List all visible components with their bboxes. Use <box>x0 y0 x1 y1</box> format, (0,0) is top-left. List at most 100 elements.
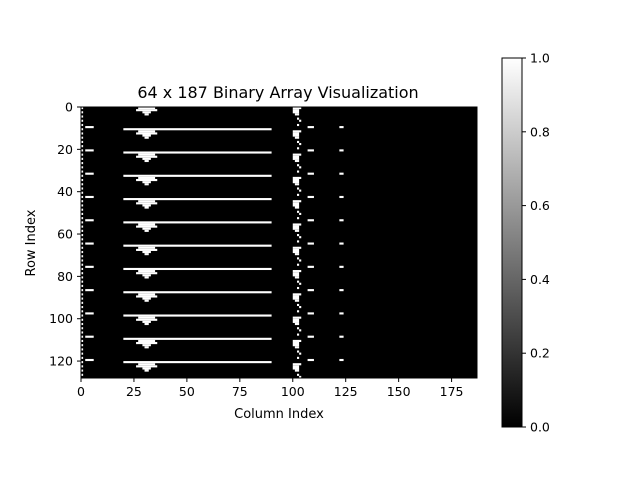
heatmap-cell <box>81 301 84 304</box>
heatmap-cell <box>81 111 84 114</box>
heatmap-cell <box>297 147 300 150</box>
heatmap-cell <box>81 221 84 224</box>
heatmap-cell <box>81 170 84 173</box>
heatmap-line <box>123 291 272 294</box>
heatmap-line <box>123 244 272 247</box>
heatmap-cell <box>144 253 149 256</box>
heatmap-cell <box>81 123 84 127</box>
heatmap-cell <box>85 242 94 245</box>
heatmap-cell <box>81 229 84 232</box>
heatmap-line <box>123 267 272 271</box>
heatmap-cell <box>81 153 84 156</box>
heatmap-cell <box>85 358 94 362</box>
heatmap-cell <box>339 242 344 245</box>
heatmap-cell <box>81 217 84 220</box>
heatmap-line <box>123 337 272 340</box>
heatmap-cell <box>81 140 84 143</box>
heatmap-cell <box>339 358 344 362</box>
heatmap-cell <box>299 329 302 332</box>
heatmap-cell <box>81 178 84 182</box>
heatmap-cell <box>136 342 158 345</box>
heatmap-cell <box>307 219 314 222</box>
heatmap-cell <box>292 248 300 254</box>
heatmap-cell <box>297 117 300 120</box>
heatmap-cell <box>144 299 149 302</box>
heatmap-cell <box>299 119 302 122</box>
heatmap-cell <box>136 109 158 112</box>
heatmap-cell <box>292 365 300 370</box>
heatmap-cell <box>144 276 149 279</box>
colorbar-tick-label: 1.0 <box>530 51 550 66</box>
heatmap-cell <box>85 289 94 292</box>
heatmap-cell <box>81 293 84 296</box>
heatmap-cell <box>138 293 156 296</box>
heatmap-cell <box>81 272 84 275</box>
heatmap-cell <box>339 149 344 152</box>
heatmap-cell <box>339 265 344 268</box>
x-axis: 0 25 50 75 100 125 150 175 <box>77 378 464 399</box>
heatmap-cell <box>81 331 84 334</box>
heatmap-cell <box>339 312 344 315</box>
heatmap-cell <box>299 189 302 192</box>
heatmap-cell <box>142 320 151 323</box>
heatmap-cell <box>81 246 84 249</box>
heatmap-cell <box>292 176 302 179</box>
heatmap-cell <box>81 284 84 287</box>
heatmap-cell <box>81 238 84 241</box>
heatmap-cell <box>297 380 300 383</box>
heatmap-cell <box>81 314 84 317</box>
x-tick-label: 150 <box>387 384 411 399</box>
heatmap-cell <box>307 335 314 338</box>
heatmap-line <box>123 314 272 317</box>
heatmap-cell <box>144 183 149 186</box>
heatmap-image <box>81 107 477 383</box>
y-tick-label: 120 <box>49 354 73 369</box>
heatmap-cell <box>144 229 149 232</box>
colorbar-tick-label: 0.6 <box>530 198 550 213</box>
heatmap-cell <box>294 299 300 302</box>
heatmap-cell <box>292 132 300 137</box>
heatmap-line <box>123 174 272 177</box>
heatmap-cell <box>136 295 158 298</box>
heatmap-cell <box>294 159 300 163</box>
colorbar-tick-label: 0.0 <box>530 420 550 435</box>
heatmap-cell <box>297 263 300 266</box>
heatmap-cell <box>297 333 300 336</box>
heatmap-cell <box>81 365 84 368</box>
heatmap-cell <box>142 250 151 254</box>
heatmap-cell <box>292 153 302 156</box>
heatmap-cell <box>136 248 158 251</box>
heatmap-cell <box>138 153 156 156</box>
x-axis-label: Column Index <box>234 407 324 422</box>
heatmap-cell <box>85 195 94 199</box>
heatmap-cell <box>299 375 302 378</box>
heatmap-cell <box>81 195 84 199</box>
heatmap-cell <box>81 119 84 122</box>
x-tick-label: 25 <box>126 384 142 399</box>
heatmap-cell <box>299 166 302 169</box>
heatmap-cell <box>142 181 151 184</box>
heatmap-cell <box>81 191 84 194</box>
heatmap-cell <box>138 246 156 249</box>
heatmap-cell <box>81 212 84 215</box>
heatmap-cell <box>81 280 84 283</box>
heatmap-cell <box>81 335 84 338</box>
heatmap-cell <box>81 259 84 262</box>
heatmap-cell <box>294 136 300 139</box>
heatmap-line <box>123 221 272 224</box>
heatmap-cell <box>294 206 300 209</box>
heatmap-cell <box>307 195 314 199</box>
heatmap-cell <box>144 159 149 163</box>
heatmap-cell <box>297 280 300 283</box>
heatmap-cell <box>292 342 300 347</box>
heatmap-line <box>123 128 272 131</box>
x-tick-label: 75 <box>232 384 248 399</box>
heatmap-cell <box>339 335 344 338</box>
heatmap-cell <box>144 346 149 349</box>
heatmap-cell <box>294 322 300 326</box>
heatmap-cell <box>81 289 84 292</box>
heatmap-cell <box>297 350 300 353</box>
heatmap-cell <box>307 149 314 152</box>
heatmap-cell <box>81 369 84 372</box>
heatmap-cell <box>297 310 300 313</box>
